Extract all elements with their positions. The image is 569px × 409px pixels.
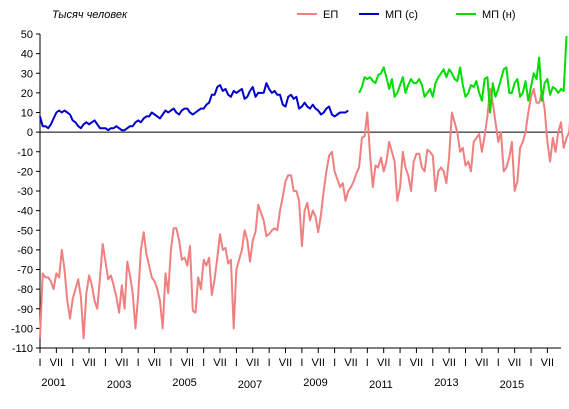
y-tick-label: -10 <box>17 147 33 159</box>
series-line <box>39 87 569 340</box>
x-year-label: 2007 <box>238 379 262 391</box>
x-month-label: VII <box>279 357 292 369</box>
legend-label: МП (с) <box>385 9 418 21</box>
x-month-label: I <box>399 357 402 369</box>
x-month-label: VII <box>181 357 194 369</box>
x-month-label: I <box>464 357 467 369</box>
legend: ЕП МП (с) МП (н) <box>297 9 516 21</box>
x-month-label: VII <box>508 357 521 369</box>
x-month-label: I <box>169 357 172 369</box>
series-line <box>358 35 568 114</box>
y-tick-label: -80 <box>17 284 33 296</box>
series-layer <box>39 35 569 340</box>
x-month-label: I <box>38 357 41 369</box>
x-year-label: 2015 <box>500 379 524 391</box>
x-year-label: 2005 <box>172 377 196 389</box>
x-month-label: VII <box>312 357 325 369</box>
y-tick-label: 50 <box>21 29 33 41</box>
x-month-label: I <box>431 357 434 369</box>
y-tick-label: 10 <box>21 108 33 120</box>
y-tick-label: 20 <box>21 88 33 100</box>
x-month-label: I <box>104 357 107 369</box>
y-tick-label: -30 <box>17 186 33 198</box>
x-year-label: 2001 <box>41 377 65 389</box>
x-year-label: 2011 <box>369 379 393 391</box>
y-tick-label: -100 <box>11 323 33 335</box>
x-month-label: VII <box>148 357 161 369</box>
series-line <box>39 82 349 132</box>
x-month-label: I <box>529 357 532 369</box>
x-month-label: I <box>202 357 205 369</box>
x-axis: I VII I VII I VII I VII I VII I VII I VII I VII I VII I VII… <box>38 347 561 391</box>
y-tick-label: 0 <box>27 127 33 139</box>
y-tick-label: -50 <box>17 225 33 237</box>
x-month-label: VII <box>541 357 554 369</box>
legend-label: МП (н) <box>482 9 516 21</box>
y-tick-label: -70 <box>17 265 33 277</box>
x-year-label: 2009 <box>303 377 327 389</box>
x-month-label: VII <box>475 357 488 369</box>
x-year-label: 2013 <box>434 377 458 389</box>
y-tick-label: -20 <box>17 166 33 178</box>
unit-label: Тысяч человек <box>52 9 128 21</box>
y-tick-label: -40 <box>17 206 33 218</box>
y-tick-label: -110 <box>12 343 33 355</box>
y-tick-label: -90 <box>17 304 33 316</box>
y-tick-label: 40 <box>21 49 33 61</box>
x-month-label: VII <box>82 357 95 369</box>
x-month-label: I <box>268 357 271 369</box>
x-month-label: VII <box>377 357 390 369</box>
x-month-label: VII <box>246 357 259 369</box>
x-month-label: VII <box>442 357 455 369</box>
x-month-label: I <box>300 357 303 369</box>
y-axis: 50 40 30 20 10 0 -10 -20 -30 -40 -50 -60 -70 -80 -90 -1… <box>11 29 561 355</box>
legend-label: ЕП <box>323 9 338 21</box>
x-month-label: I <box>497 357 500 369</box>
y-tick-label: -60 <box>17 245 33 257</box>
x-month-label: I <box>235 357 238 369</box>
x-month-label: VII <box>50 357 63 369</box>
x-month-label: I <box>366 357 369 369</box>
x-year-label: 2003 <box>107 379 131 391</box>
x-month-label: VII <box>410 357 423 369</box>
x-month-label: I <box>333 357 336 369</box>
x-month-label: VII <box>213 357 226 369</box>
x-month-label: VII <box>344 357 357 369</box>
x-month-label: VII <box>115 357 128 369</box>
x-month-label: I <box>137 357 140 369</box>
y-tick-label: 30 <box>21 68 33 80</box>
x-month-label: I <box>71 357 74 369</box>
